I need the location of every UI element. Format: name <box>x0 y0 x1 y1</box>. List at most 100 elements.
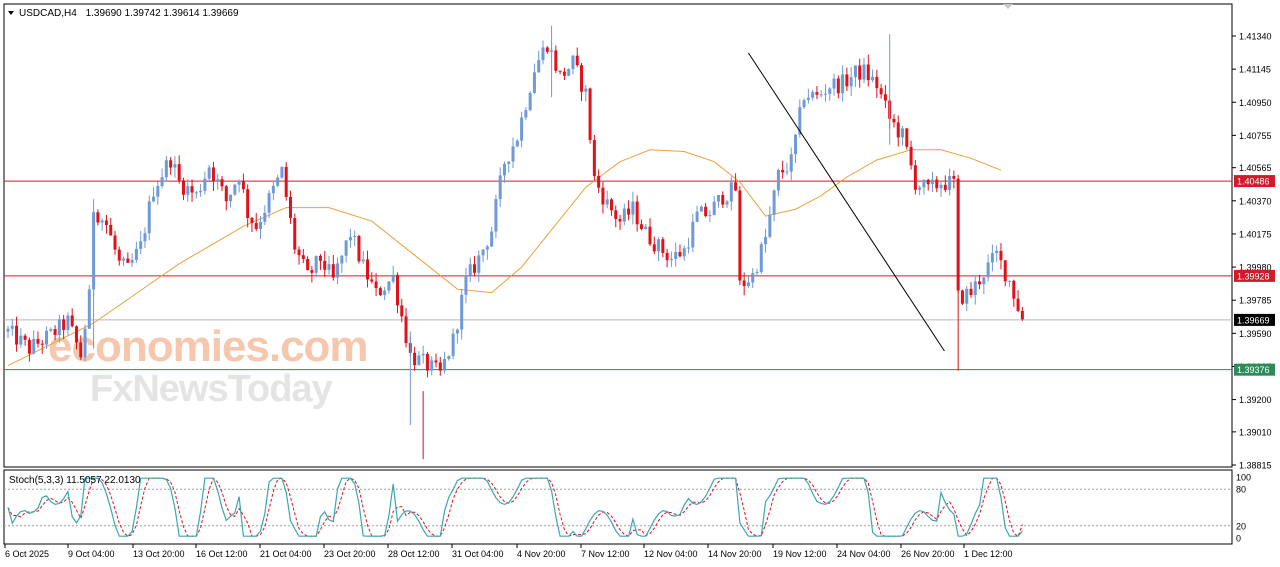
candle-body <box>836 78 840 94</box>
candle-body <box>935 179 939 189</box>
x-tick-label: 31 Oct 04:00 <box>452 549 504 559</box>
candle-body <box>430 360 434 371</box>
candle-body <box>143 233 147 242</box>
x-tick-label: 1 Dec 12:00 <box>964 549 1013 559</box>
candle-body <box>729 182 733 202</box>
candle-body <box>811 92 815 98</box>
candle-body <box>100 220 104 223</box>
candle-body <box>601 187 605 205</box>
candle-body <box>794 134 798 155</box>
candle-body <box>776 169 780 191</box>
candle-body <box>473 264 477 273</box>
candle-body <box>438 362 442 371</box>
support-price-label: 1.39376 <box>1237 365 1270 375</box>
candle-body <box>23 335 27 340</box>
candle-body <box>973 281 977 296</box>
candle-body <box>293 218 297 250</box>
candle-body <box>901 128 905 138</box>
candle-body <box>284 166 288 197</box>
candle-body <box>956 178 960 291</box>
resistance-2-price-tag <box>1234 269 1275 282</box>
y-tick-label: 1.40565 <box>1239 163 1272 173</box>
candle-body <box>267 193 271 213</box>
candle-body <box>845 74 849 87</box>
candle-body <box>704 206 708 217</box>
candle-body <box>597 175 601 188</box>
collapse-arrow-icon[interactable] <box>8 11 14 15</box>
candle-body <box>507 161 511 164</box>
candle-body <box>327 264 331 270</box>
candle-body <box>999 250 1003 261</box>
candle-body <box>177 164 181 181</box>
candle-body <box>288 196 292 219</box>
x-tick-label: 23 Oct 20:00 <box>324 549 376 559</box>
candle-body <box>370 279 374 282</box>
candle-body <box>716 195 720 202</box>
candle-body <box>639 224 643 230</box>
candle-body <box>477 255 481 273</box>
candle-body <box>751 273 755 283</box>
candle-body <box>841 74 845 94</box>
candle-body <box>849 77 853 87</box>
candle-body <box>353 235 357 238</box>
candle-body <box>421 353 425 356</box>
candle-body <box>276 177 280 186</box>
x-tick-label: 9 Oct 04:00 <box>68 549 115 559</box>
candle-body <box>117 249 121 261</box>
x-tick-label: 24 Nov 04:00 <box>837 549 891 559</box>
candle-body <box>207 167 211 179</box>
candle-body <box>858 65 862 80</box>
candle-body <box>725 201 729 205</box>
candle-body <box>383 290 387 296</box>
candle-body <box>627 208 631 215</box>
candle-body <box>708 215 712 217</box>
candle-body <box>169 160 173 168</box>
candle-body <box>164 160 168 178</box>
candle-body <box>425 353 429 371</box>
candle-body <box>199 190 203 193</box>
candle-body <box>712 201 716 216</box>
candle-body <box>554 50 558 71</box>
resistance-1-price-label: 1.40486 <box>1237 177 1270 187</box>
x-tick-label: 6 Oct 2025 <box>5 549 49 559</box>
candle-body <box>374 281 378 289</box>
support-price-tag <box>1234 363 1275 376</box>
candle-body <box>45 330 49 345</box>
candle-body <box>622 208 626 222</box>
candle-body <box>652 244 656 252</box>
candle-body <box>395 274 399 306</box>
candle-body <box>464 275 468 295</box>
stoch-y-tick-label: 20 <box>1236 521 1246 531</box>
candle-body <box>648 226 652 245</box>
chart-shift-icon[interactable] <box>1003 4 1013 9</box>
candle-body <box>871 76 875 81</box>
candle-body <box>340 255 344 264</box>
y-tick-label: 1.40755 <box>1239 131 1272 141</box>
candle-body <box>237 180 241 185</box>
candle-body <box>447 355 451 360</box>
y-tick-label: 1.40175 <box>1239 229 1272 239</box>
candle-body <box>434 360 438 363</box>
resistance-1-price-tag <box>1234 175 1275 188</box>
candle-body <box>823 93 827 95</box>
candle-body <box>520 117 524 141</box>
symbol-ohlc-header: USDCAD,H4 1.39690 1.39742 1.39614 1.3966… <box>19 8 239 19</box>
candle-body <box>746 282 750 286</box>
candle-body <box>10 325 14 329</box>
resistance-2-price-label: 1.39928 <box>1237 271 1270 281</box>
x-tick-label: 12 Nov 04:00 <box>644 549 698 559</box>
candle-body <box>490 231 494 247</box>
candle-body <box>87 289 91 329</box>
candle-body <box>832 78 836 89</box>
candle-body <box>271 185 275 194</box>
candle-body <box>515 140 519 147</box>
candle-body <box>618 218 622 222</box>
candle-body <box>70 315 74 327</box>
candle-body <box>40 343 44 345</box>
candle-body <box>301 255 305 260</box>
candle-body <box>6 328 10 332</box>
candle-body <box>263 212 267 222</box>
candle-body <box>27 339 31 354</box>
candle-body <box>160 177 164 187</box>
downtrend-line[interactable] <box>748 52 945 352</box>
